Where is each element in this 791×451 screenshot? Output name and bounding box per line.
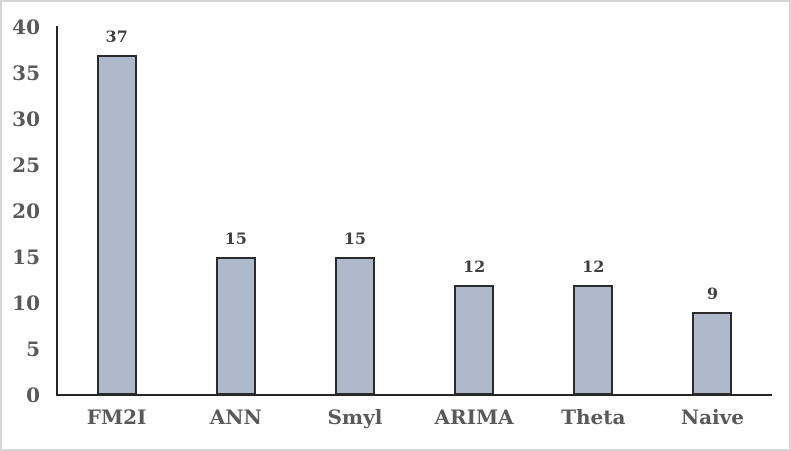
y-axis-line	[56, 26, 58, 396]
category-label-Smyl: Smyl	[327, 405, 383, 429]
x-axis-line	[56, 394, 772, 396]
bar-ANN	[215, 257, 256, 395]
y-tick-label-30: 30	[12, 107, 40, 131]
y-tick-label-5: 5	[26, 337, 40, 361]
bar-Theta	[573, 284, 614, 395]
data-label-Smyl: 15	[343, 229, 367, 248]
bar-ARIMA	[454, 284, 495, 395]
data-label-ARIMA: 12	[462, 256, 486, 276]
data-label-Theta: 12	[582, 256, 605, 276]
category-label-ARIMA: ARIMA	[434, 405, 514, 429]
y-tick-label-20: 20	[12, 199, 40, 223]
category-label-Naive: Naive	[680, 405, 744, 429]
y-tick-label-40: 40	[12, 15, 40, 39]
bar-Smyl	[334, 257, 375, 395]
bar-FM2I	[96, 54, 137, 395]
y-tick-label-35: 35	[12, 61, 40, 85]
data-label-ANN: 15	[224, 229, 247, 248]
category-label-ANN: ANN	[209, 405, 262, 429]
category-label-Theta: Theta	[561, 405, 626, 429]
y-tick-label-25: 25	[12, 153, 40, 177]
bar-Naive	[692, 312, 733, 395]
y-tick-label-10: 10	[12, 291, 40, 315]
y-tick-label-15: 15	[12, 245, 40, 269]
y-tick-label-0: 0	[26, 383, 40, 407]
data-label-Naive: 9	[706, 284, 718, 304]
category-label-FM2I: FM2I	[86, 405, 147, 429]
data-label-FM2I: 37	[105, 26, 128, 46]
